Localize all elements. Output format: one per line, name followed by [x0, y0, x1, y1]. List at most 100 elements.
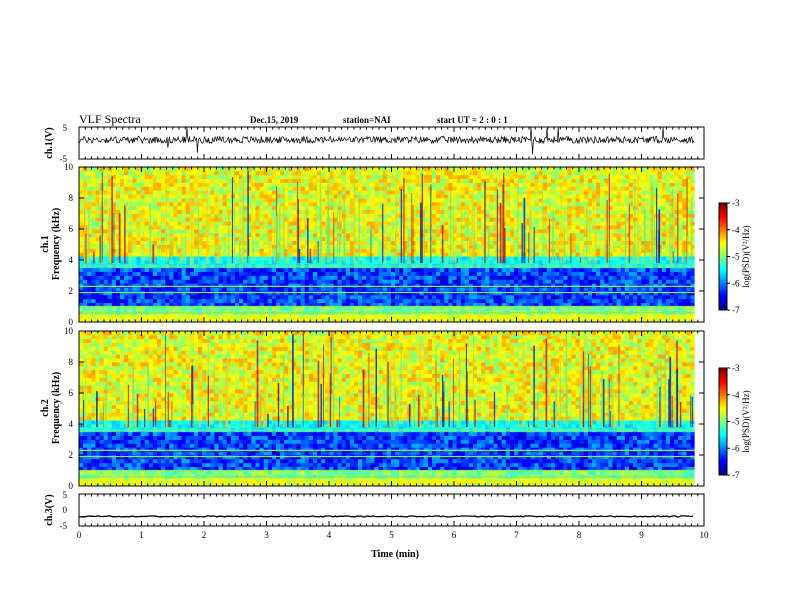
- spectrogram-cell: [587, 248, 593, 253]
- spectrogram-cell: [156, 236, 162, 242]
- spectrogram-cell: [271, 267, 277, 273]
- spectrogram-cell: [230, 314, 236, 319]
- spectrogram-cell: [452, 248, 457, 253]
- spectrogram-cell: [292, 275, 297, 280]
- spectrogram-cell: [456, 248, 462, 253]
- spectrogram-cell: [423, 287, 429, 292]
- spectrogram-cell: [358, 221, 363, 226]
- spectrogram-cell: [386, 221, 392, 226]
- spectrogram-cell: [353, 267, 359, 273]
- spectrogram-cell: [386, 167, 392, 172]
- spectrogram-cell: [206, 240, 211, 245]
- spectrogram-cell: [550, 182, 556, 187]
- spectrogram-cell: [210, 178, 215, 183]
- spectrogram-cell: [579, 213, 585, 218]
- spectrogram-cell: [156, 248, 162, 253]
- spectrogram-cell: [538, 225, 544, 230]
- spectrogram-cell: [206, 298, 211, 304]
- spectrogram-cell: [280, 275, 285, 280]
- spectrogram-cell: [280, 182, 285, 187]
- spectrogram-cell: [136, 271, 141, 276]
- spectrogram-cell: [165, 232, 170, 238]
- spectrogram-cell: [468, 167, 474, 172]
- spectrogram-cell: [284, 209, 289, 214]
- spectrogram-cell: [304, 298, 310, 304]
- spectrogram-cell: [230, 229, 236, 234]
- spectrogram-cell: [198, 229, 203, 234]
- spectrogram-cell: [468, 279, 474, 284]
- spectrogram-cell: [411, 298, 416, 304]
- spectrogram-cell: [132, 201, 137, 207]
- spectrogram-cell: [563, 225, 568, 230]
- spectrogram-cell: [575, 256, 581, 261]
- spectrogram-cell: [263, 275, 269, 280]
- spectrogram-cell: [267, 236, 273, 242]
- spectrogram-cell: [128, 182, 133, 187]
- spectrogram-cell: [99, 186, 105, 191]
- spectrogram-cell: [583, 178, 589, 183]
- spectrogram-cell: [181, 267, 187, 273]
- spectrogram-cell: [222, 170, 228, 176]
- spectrogram-cell: [341, 287, 347, 292]
- spectrogram-cell: [473, 314, 478, 319]
- spectrogram-cell: [259, 252, 265, 257]
- spectrogram-cell: [386, 236, 392, 242]
- spectrogram-cell: [358, 178, 363, 183]
- spectrogram-cell: [271, 170, 277, 176]
- spectrogram-cell: [431, 260, 437, 265]
- spectrogram-cell: [255, 221, 260, 226]
- spectrogram-cell: [214, 201, 219, 207]
- spectrogram-cell: [440, 279, 445, 284]
- spectrogram-cell: [431, 287, 437, 292]
- spectrogram-cell: [395, 244, 400, 249]
- spectrogram-cell: [120, 302, 125, 307]
- spectrogram-cell: [243, 279, 248, 284]
- spectrogram-cell: [255, 229, 260, 234]
- spectrogram-cell: [247, 271, 252, 276]
- spectrogram-cell: [563, 232, 568, 238]
- spectrogram-cell: [115, 174, 121, 180]
- spectrogram-cell: [374, 236, 380, 242]
- spectrogram-cell: [403, 240, 408, 245]
- spectrogram-cell: [185, 240, 191, 245]
- spectrogram-cell: [534, 236, 540, 242]
- spectrogram-cell: [165, 252, 170, 257]
- spectrogram-cell: [538, 271, 544, 276]
- spectrogram-cell: [530, 198, 535, 203]
- spectrogram-cell: [120, 198, 125, 203]
- spectrogram-cell: [505, 221, 511, 226]
- spectrogram-cell: [185, 209, 191, 214]
- spectrogram-cell: [509, 244, 515, 249]
- spectrogram-cell: [226, 190, 232, 195]
- spectrogram-cell: [185, 267, 191, 273]
- spectrogram-cell: [243, 244, 248, 249]
- spectrogram-cell: [177, 174, 183, 180]
- spectrogram-cell: [99, 306, 105, 311]
- spectrogram-cell: [177, 318, 183, 323]
- spectrogram-cell: [559, 302, 564, 307]
- spectrogram-cell: [271, 198, 277, 203]
- spectrogram-cell: [156, 298, 162, 304]
- spectrogram-cell: [259, 318, 265, 323]
- spectrogram-cell: [427, 236, 433, 242]
- spectrogram-cell: [501, 314, 507, 319]
- spectrogram-cell: [473, 244, 478, 249]
- spectrogram-cell: [411, 225, 416, 230]
- spectrogram-cell: [345, 182, 351, 187]
- spectrogram-cell: [464, 287, 470, 292]
- spectrogram-cell: [136, 279, 141, 284]
- spectrogram-cell: [321, 302, 326, 307]
- spectrogram-cell: [124, 198, 129, 203]
- spectrogram-cell: [156, 217, 162, 222]
- spectrogram-cell: [571, 314, 577, 319]
- spectrogram-cell: [202, 236, 207, 242]
- spectrogram-cell: [185, 294, 191, 300]
- spectrogram-cell: [333, 170, 338, 176]
- spectrogram-cell: [493, 287, 499, 292]
- spectrogram-cell: [259, 236, 265, 242]
- spectrogram-cell: [99, 318, 105, 323]
- spectrogram-cell: [415, 182, 421, 187]
- spectrogram-cell: [247, 306, 252, 311]
- spectrogram-cell: [559, 314, 564, 319]
- spectrogram-cell: [243, 314, 248, 319]
